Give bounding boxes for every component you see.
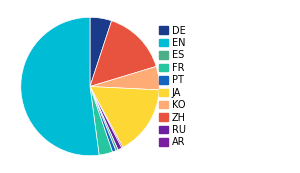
Wedge shape (90, 17, 112, 86)
Wedge shape (90, 86, 159, 147)
Wedge shape (21, 17, 99, 156)
Wedge shape (90, 86, 112, 155)
Wedge shape (90, 21, 156, 86)
Wedge shape (90, 86, 116, 152)
Wedge shape (90, 86, 123, 148)
Wedge shape (90, 86, 118, 151)
Legend: DE, EN, ES, FR, PT, JA, KO, ZH, RU, AR: DE, EN, ES, FR, PT, JA, KO, ZH, RU, AR (159, 26, 185, 147)
Wedge shape (90, 86, 122, 150)
Wedge shape (90, 66, 159, 90)
